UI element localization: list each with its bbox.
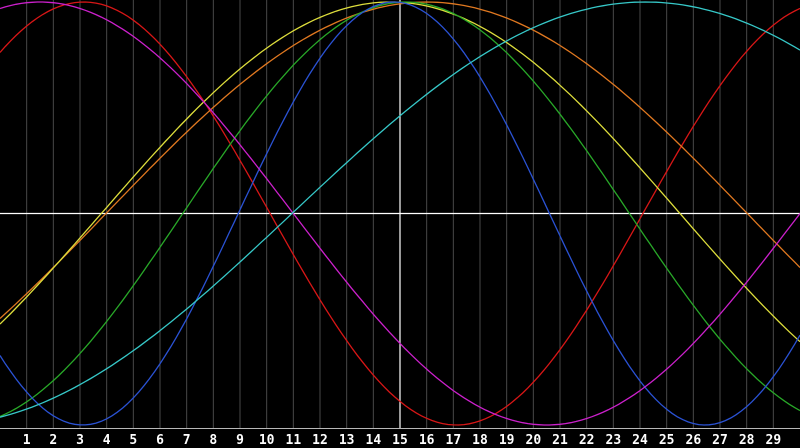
x-tick-label-14: 14 — [366, 433, 382, 448]
x-tick-label-21: 21 — [552, 433, 568, 448]
x-tick-label-11: 11 — [286, 433, 302, 448]
x-tick-label-6: 6 — [156, 433, 164, 448]
x-tick-label-18: 18 — [472, 433, 488, 448]
x-tick-label-24: 24 — [632, 433, 648, 448]
x-tick-label-20: 20 — [526, 433, 542, 448]
x-tick-label-27: 27 — [712, 433, 728, 448]
x-tick-label-22: 22 — [579, 433, 595, 448]
curve-magenta — [0, 1, 800, 426]
x-tick-label-8: 8 — [209, 433, 217, 448]
x-tick-label-17: 17 — [446, 433, 462, 448]
x-tick-label-29: 29 — [766, 433, 782, 448]
x-tick-label-23: 23 — [606, 433, 622, 448]
curve-orange — [0, 1, 800, 319]
x-tick-label-12: 12 — [312, 433, 328, 448]
x-tick-label-9: 9 — [236, 433, 244, 448]
curve-red — [0, 1, 800, 426]
x-tick-label-2: 2 — [49, 433, 57, 448]
x-tick-label-4: 4 — [103, 433, 111, 448]
x-tick-label-16: 16 — [419, 433, 435, 448]
x-tick-label-3: 3 — [76, 433, 84, 448]
x-tick-label-13: 13 — [339, 433, 355, 448]
curve-cyan — [0, 1, 800, 418]
x-tick-label-10: 10 — [259, 433, 275, 448]
x-tick-label-25: 25 — [659, 433, 675, 448]
x-tick-label-1: 1 — [23, 433, 31, 448]
x-tick-label-26: 26 — [686, 433, 702, 448]
x-tick-label-19: 19 — [499, 433, 515, 448]
x-tick-label-5: 5 — [129, 433, 137, 448]
curve-blue — [0, 1, 800, 426]
x-tick-label-15: 15 — [392, 433, 408, 448]
x-tick-label-28: 28 — [739, 433, 755, 448]
x-tick-label-7: 7 — [183, 433, 191, 448]
